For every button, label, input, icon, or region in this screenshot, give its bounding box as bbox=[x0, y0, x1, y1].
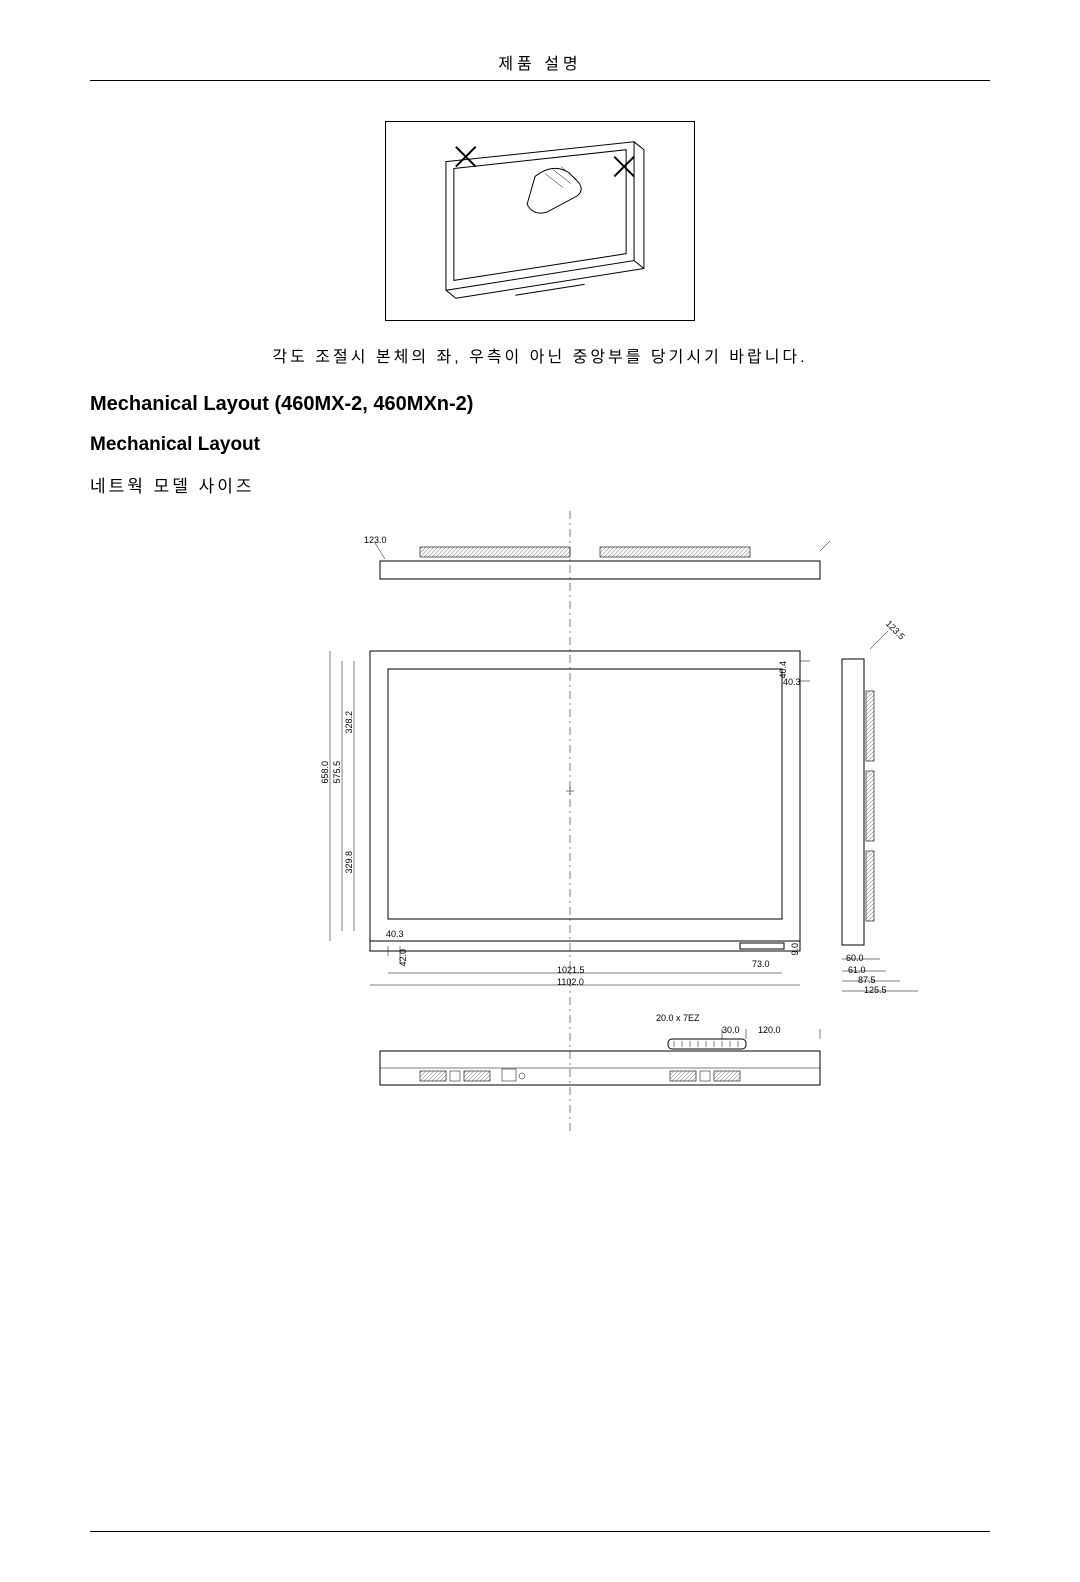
page-header: 제품 설명 bbox=[90, 50, 990, 81]
dim-height-total: 658.0 bbox=[320, 761, 330, 784]
dim-top-depth: 123.0 bbox=[364, 535, 387, 545]
isometric-monitor-drawing bbox=[386, 122, 694, 320]
dim-bottom-portnote: 20.0 x 7EZ bbox=[656, 1013, 700, 1023]
dim-bottom-w1: 30.0 bbox=[722, 1025, 740, 1035]
network-model-size-label: 네트웍 모델 사이즈 bbox=[90, 472, 990, 497]
dim-bezel-right: 40.3 bbox=[783, 677, 801, 687]
angle-adjust-illustration bbox=[385, 121, 695, 321]
dim-width-inner: 1021.5 bbox=[557, 965, 585, 975]
dim-side-d2: 61.0 bbox=[848, 965, 866, 975]
dim-handle-w: 73.0 bbox=[752, 959, 770, 969]
page-title: 제품 설명 bbox=[498, 56, 581, 73]
footer-rule bbox=[90, 1531, 990, 1532]
dim-width-outer: 1102.0 bbox=[557, 977, 584, 987]
dim-height-lower: 329.8 bbox=[344, 851, 354, 874]
dim-bezel-left: 40.3 bbox=[386, 929, 404, 939]
dim-side-d3: 87.5 bbox=[858, 975, 876, 985]
dim-height-inner: 575.5 bbox=[332, 761, 342, 784]
mechanical-layout-subheading: Mechanical Layout bbox=[90, 434, 990, 456]
dim-gap-right: 9.0 bbox=[790, 943, 800, 956]
dim-height-upper: 328.2 bbox=[344, 711, 354, 734]
dim-side-d4: 125.5 bbox=[864, 985, 887, 995]
dim-bezel-top-v: 40.4 bbox=[778, 661, 788, 679]
illustration-caption: 각도 조절시 본체의 좌, 우측이 아닌 중앙부를 당기시기 바랍니다. bbox=[90, 343, 990, 367]
dim-bottom-offset: 42.0 bbox=[398, 949, 408, 967]
dim-side-d1: 60.0 bbox=[846, 953, 864, 963]
mechanical-layout-heading: Mechanical Layout (460MX-2, 460MXn-2) bbox=[90, 393, 990, 416]
dim-bottom-w2: 120.0 bbox=[758, 1025, 781, 1035]
mechanical-layout-diagram: 123.0 658.0 575.5 328.2 329.8 40.3 42.0 … bbox=[270, 511, 950, 1131]
